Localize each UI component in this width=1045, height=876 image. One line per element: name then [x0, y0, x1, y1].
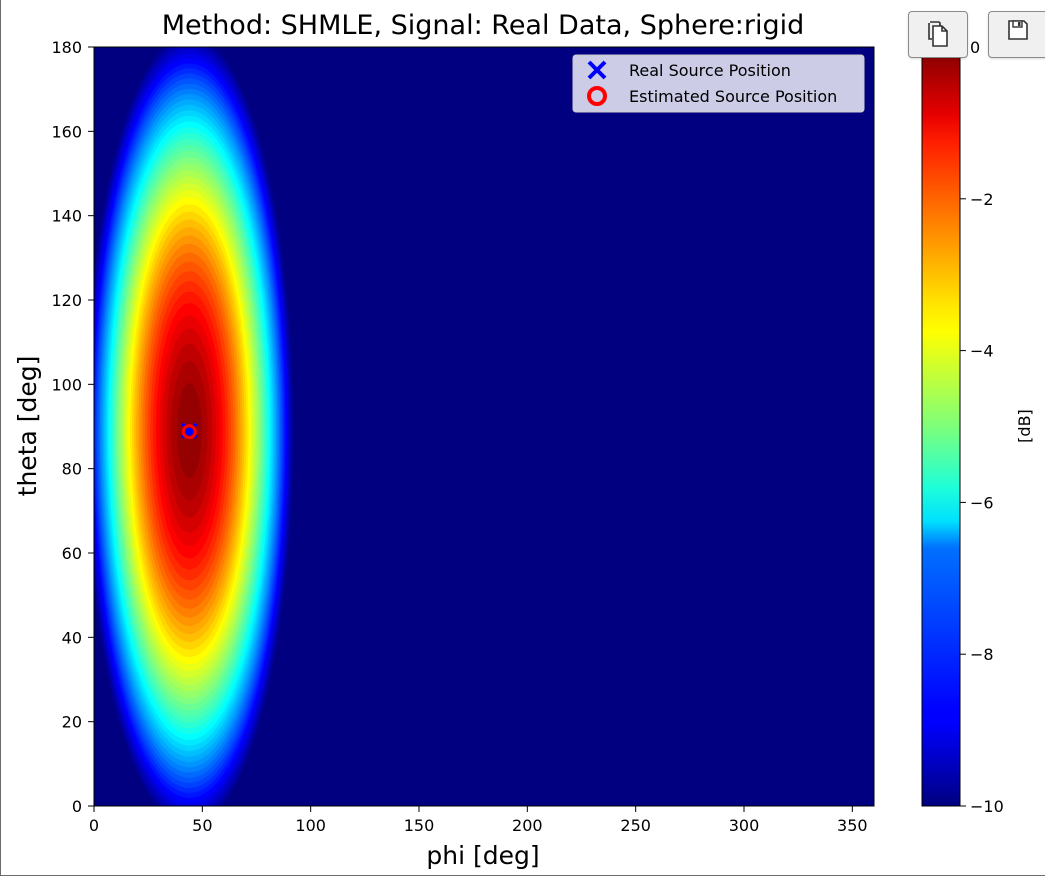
y-tick-label: 100 [51, 375, 82, 394]
colorbar-tick-label: −6 [970, 493, 994, 512]
source-markers [181, 422, 198, 440]
y-tick-label: 180 [51, 38, 82, 57]
x-axis-label: phi [deg] [426, 841, 539, 870]
y-tick-label: 160 [51, 122, 82, 141]
copy-icon [925, 18, 951, 52]
estimated-source-marker [181, 424, 197, 440]
estimated-source-center [185, 427, 194, 436]
legend: Real Source Position Estimated Source Po… [572, 54, 865, 113]
x-tick-label: 300 [729, 816, 760, 835]
y-axis-ticks: 0 20 40 60 80 100 120 140 160 180 [51, 38, 94, 816]
legend-label-estimated: Estimated Source Position [629, 87, 837, 106]
y-tick-label: 120 [51, 291, 82, 310]
legend-box [572, 54, 865, 113]
colorbar: 0 −2 −4 −6 −8 −10 [dB] [921, 38, 1034, 816]
save-icon [1006, 18, 1030, 46]
x-tick-label: 100 [295, 816, 326, 835]
save-button[interactable] [988, 11, 1045, 58]
colorbar-ticks: 0 −2 −4 −6 −8 −10 [960, 38, 1004, 816]
x-tick-label: 0 [89, 816, 99, 835]
legend-label-real: Real Source Position [629, 61, 791, 80]
x-tick-label: 50 [192, 816, 212, 835]
legend-marker-real [587, 60, 607, 80]
x-tick-label: 200 [512, 816, 543, 835]
chart-title: Method: SHMLE, Signal: Real Data, Sphere… [162, 10, 805, 41]
x-tick-label: 250 [620, 816, 651, 835]
x-tick-label: 350 [837, 816, 868, 835]
y-tick-label: 20 [62, 713, 82, 732]
colorbar-tick-label: −4 [970, 342, 994, 361]
colorbar-tick-label: −2 [970, 190, 994, 209]
plot-area [94, 47, 874, 806]
colorbar-tick-label: 0 [970, 38, 980, 57]
colorbar-tick-label: −8 [970, 645, 994, 664]
x-axis-ticks: 0 50 100 150 200 250 300 350 [89, 806, 868, 835]
y-axis-label: theta [deg] [13, 356, 42, 497]
y-tick-label: 60 [62, 544, 82, 563]
x-tick-label: 150 [404, 816, 435, 835]
colorbar-gradient [921, 46, 961, 807]
legend-marker-estimated [587, 86, 607, 106]
y-tick-label: 0 [72, 797, 82, 816]
plot-border [93, 46, 875, 807]
y-tick-label: 40 [62, 628, 82, 647]
colorbar-tick-label: −10 [970, 797, 1004, 816]
colorbar-label: [dB] [1015, 409, 1034, 443]
copy-button[interactable] [908, 11, 968, 58]
y-tick-label: 80 [62, 460, 82, 479]
y-tick-label: 140 [51, 207, 82, 226]
